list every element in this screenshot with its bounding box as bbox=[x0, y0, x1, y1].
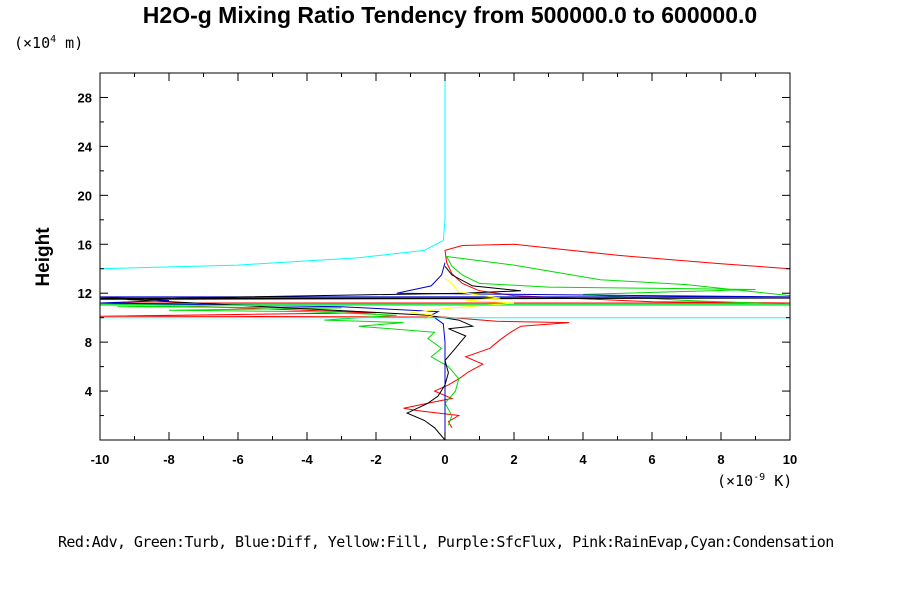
y-tick-label: 12 bbox=[78, 286, 92, 301]
x-tick-label: -4 bbox=[301, 452, 313, 467]
series-line-5 bbox=[100, 73, 790, 319]
x-tick-label: 0 bbox=[441, 452, 448, 467]
x-unit-exponent: -9 bbox=[753, 472, 766, 483]
x-unit-suffix: K) bbox=[765, 472, 793, 490]
x-tick-label: -2 bbox=[370, 452, 382, 467]
y-tick-label: 20 bbox=[78, 188, 92, 203]
y-axis-unit: (×104 m) bbox=[14, 34, 83, 52]
x-tick-label: 6 bbox=[648, 452, 655, 467]
x-tick-label: -6 bbox=[232, 452, 244, 467]
x-tick-label: 2 bbox=[510, 452, 517, 467]
y-tick-label: 28 bbox=[78, 90, 92, 105]
x-tick-label: 8 bbox=[717, 452, 724, 467]
series-line-1 bbox=[100, 255, 790, 426]
x-axis-unit: (×10-9 K) bbox=[717, 472, 792, 490]
y-tick-label: 4 bbox=[85, 384, 93, 399]
y-tick-label: 8 bbox=[85, 335, 92, 350]
x-tick-label: 4 bbox=[579, 452, 587, 467]
series-line-2 bbox=[100, 262, 790, 440]
series-line-0 bbox=[100, 243, 790, 429]
series-line-4 bbox=[410, 278, 515, 320]
x-unit-prefix: (×10 bbox=[717, 472, 754, 490]
series-layer bbox=[100, 73, 790, 440]
series-line-3 bbox=[100, 265, 790, 440]
y-tick-label: 24 bbox=[78, 139, 93, 154]
y-unit-suffix: m) bbox=[56, 34, 84, 52]
x-tick-label: 10 bbox=[783, 452, 797, 467]
y-unit-prefix: (×10 bbox=[14, 34, 51, 52]
legend-text: Red:Adv, Green:Turb, Blue:Diff, Yellow:F… bbox=[58, 533, 834, 551]
x-tick-label: -10 bbox=[91, 452, 110, 467]
y-unit-exponent: 4 bbox=[50, 34, 57, 45]
y-tick-label: 16 bbox=[78, 237, 92, 252]
x-tick-label: -8 bbox=[163, 452, 175, 467]
chart-title: H2O-g Mixing Ratio Tendency from 500000.… bbox=[142, 2, 758, 28]
y-axis-label: Height bbox=[33, 227, 54, 287]
